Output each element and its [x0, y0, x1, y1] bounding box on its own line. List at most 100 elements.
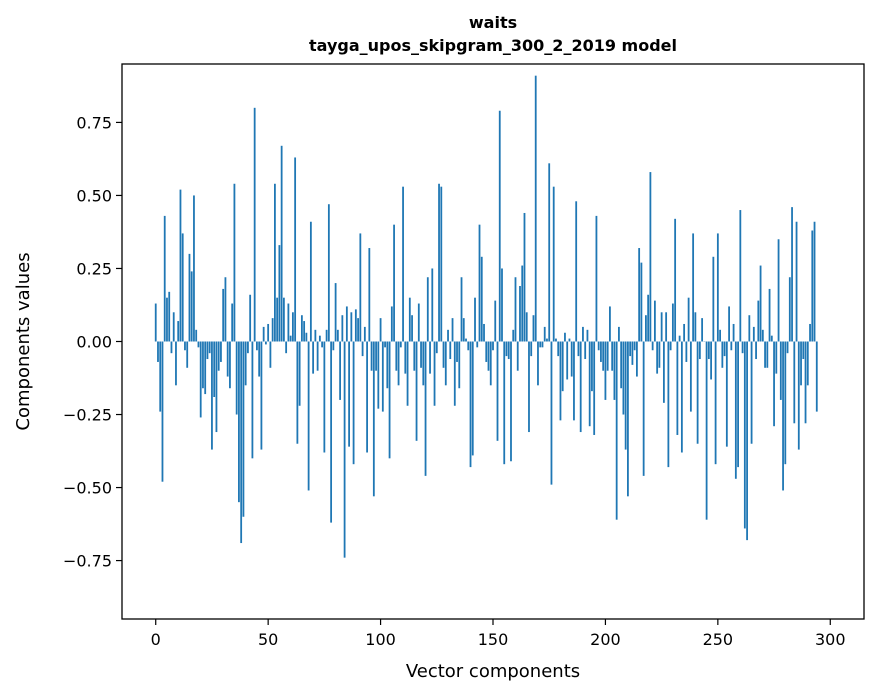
bar-18: [195, 329, 198, 342]
bar-155: [503, 341, 506, 465]
bar-235: [683, 323, 686, 342]
bar-169: [534, 75, 537, 342]
bar-173: [543, 326, 546, 342]
bar-30: [222, 288, 225, 342]
bar-134: [456, 341, 458, 362]
bar-89: [354, 309, 357, 342]
bar-108: [397, 341, 400, 386]
bar-284: [793, 341, 796, 424]
bar-150: [492, 341, 494, 351]
bar-105: [390, 306, 393, 342]
bar-225: [660, 312, 663, 342]
bar-94: [366, 341, 368, 453]
bar-172: [541, 341, 544, 348]
chart-title: waits: [469, 13, 517, 32]
x-tick-label: 200: [590, 630, 621, 649]
bar-214: [636, 341, 638, 377]
bar-292: [811, 230, 814, 342]
bar-34: [231, 303, 234, 342]
bar-138: [465, 338, 467, 342]
bar-26: [213, 341, 216, 397]
bar-258: [734, 341, 737, 479]
bar-166: [528, 341, 530, 433]
bar-160: [514, 277, 517, 342]
bar-142: [474, 297, 476, 342]
bar-165: [525, 312, 528, 342]
bar-203: [611, 341, 614, 371]
bar-16: [190, 271, 193, 342]
bar-59: [287, 303, 290, 342]
bar-101: [381, 341, 384, 412]
bar-245: [705, 341, 708, 520]
bar-189: [579, 341, 582, 433]
bar-187: [575, 201, 578, 342]
bar-233: [678, 335, 681, 342]
bar-71: [314, 329, 317, 342]
bar-49: [265, 341, 267, 345]
bar-37: [238, 341, 240, 503]
bar-263: [746, 341, 748, 541]
bar-133: [453, 341, 456, 406]
bar-205: [615, 341, 618, 520]
bar-221: [651, 341, 654, 351]
bar-6: [168, 291, 171, 342]
bar-100: [379, 318, 382, 342]
bar-104: [388, 341, 391, 459]
bar-58: [285, 341, 288, 354]
bar-124: [433, 341, 436, 406]
bar-99: [377, 341, 380, 409]
bar-216: [640, 262, 643, 342]
bar-250: [716, 233, 719, 342]
bar-153: [498, 110, 501, 342]
bar-191: [584, 341, 587, 360]
bar-152: [496, 341, 499, 441]
bar-68: [307, 341, 310, 491]
bar-206: [618, 326, 620, 342]
bar-280: [784, 341, 787, 465]
bar-46: [258, 341, 261, 377]
bar-143: [476, 341, 479, 348]
bar-265: [750, 341, 753, 444]
bar-175: [548, 163, 551, 342]
bar-82: [339, 341, 341, 400]
x-tick-label: 250: [703, 630, 734, 649]
bar-223: [656, 341, 659, 374]
bar-21: [202, 341, 204, 389]
bar-79: [332, 341, 335, 351]
bar-248: [712, 256, 715, 342]
y-tick-label: 0.25: [76, 259, 112, 278]
bar-113: [408, 297, 411, 342]
bar-98: [375, 341, 377, 371]
x-tick-label: 300: [815, 630, 846, 649]
bar-56: [280, 145, 283, 342]
bar-183: [566, 341, 569, 380]
bar-256: [730, 341, 733, 351]
bar-275: [773, 341, 775, 427]
bar-53: [274, 183, 276, 342]
bar-178: [555, 338, 557, 342]
bar-170: [537, 341, 539, 386]
chart-subtitle: tayga_upos_skipgram_300_2_2019 model: [309, 36, 677, 55]
bar-228: [667, 341, 670, 468]
bar-260: [739, 210, 742, 342]
bar-84: [343, 341, 346, 558]
bar-140: [469, 341, 472, 468]
bar-279: [782, 341, 784, 491]
bar-230: [671, 303, 674, 342]
bar-151: [494, 300, 497, 342]
bar-193: [588, 341, 591, 427]
bar-262: [743, 341, 746, 529]
bar-126: [438, 183, 440, 342]
bar-264: [748, 315, 751, 342]
bar-159: [512, 329, 515, 342]
bar-112: [406, 341, 409, 406]
y-tick-label: −0.75: [63, 552, 112, 571]
bar-286: [797, 341, 800, 450]
bar-174: [546, 338, 548, 342]
bar-200: [604, 341, 607, 400]
bar-61: [291, 312, 294, 342]
bar-115: [413, 341, 416, 371]
bar-254: [725, 341, 728, 447]
bar-15: [188, 253, 191, 342]
bar-33: [229, 341, 231, 389]
